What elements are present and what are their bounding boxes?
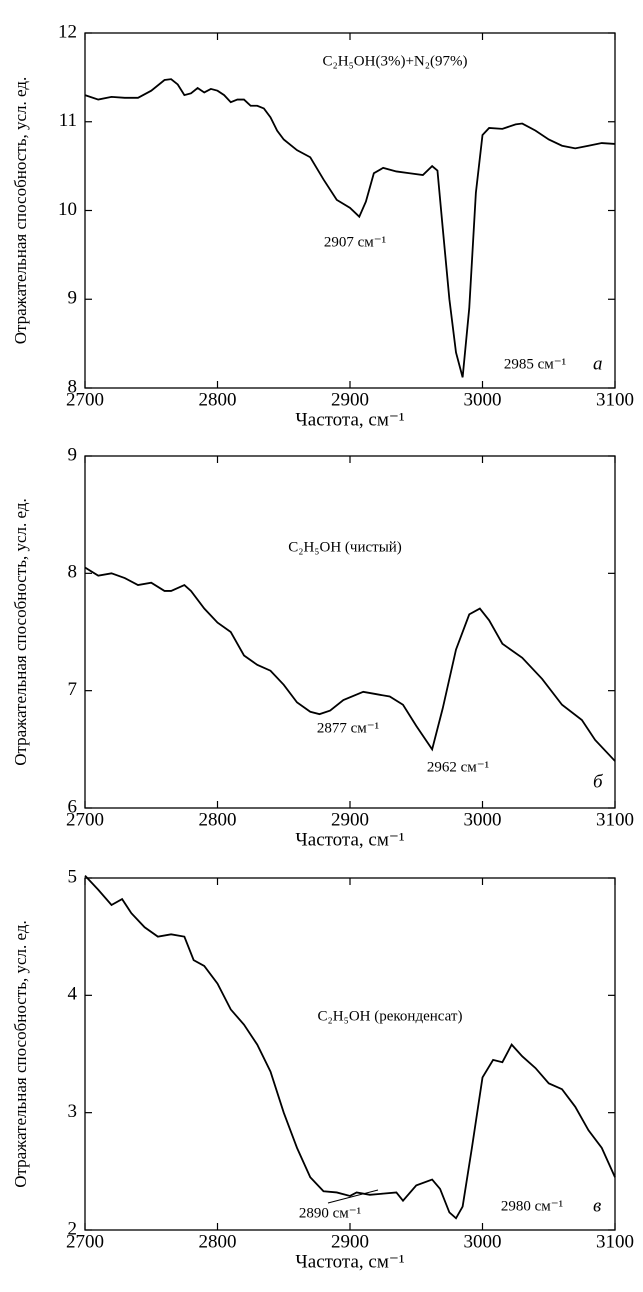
spectrum-line xyxy=(84,566,616,762)
y-tick-label: 6 xyxy=(68,796,78,817)
x-tick-label: 2900 xyxy=(331,389,369,410)
y-tick-label: 2 xyxy=(68,1218,78,1239)
x-tick-label: 2700 xyxy=(66,389,104,410)
annotation: 2985 см⁻¹ xyxy=(504,356,566,372)
x-tick-label: 3000 xyxy=(464,809,502,830)
y-tick-label: 8 xyxy=(68,562,78,583)
y-axis-label: Отражательная способность, усл. ед. xyxy=(11,920,30,1188)
y-tick-label: 5 xyxy=(68,866,78,887)
annotation: C₂H₅OH (чистый) xyxy=(288,539,402,555)
x-tick-label: 2800 xyxy=(199,1231,237,1252)
x-tick-label: 2800 xyxy=(199,809,237,830)
annotation: 2962 см⁻¹ xyxy=(427,759,489,775)
plot-frame xyxy=(84,455,616,809)
plot-frame xyxy=(84,32,616,389)
x-axis-label: Частота, см⁻¹ xyxy=(295,829,404,850)
x-tick-label: 3100 xyxy=(596,809,634,830)
annotation: 2877 см⁻¹ xyxy=(317,720,379,736)
annotation: C₂H₅OH(3%)+N₂(97%) xyxy=(323,53,468,69)
y-tick-label: 7 xyxy=(68,679,78,700)
x-tick-label: 2800 xyxy=(199,389,237,410)
y-tick-label: 8 xyxy=(68,376,78,397)
y-tick-label: 11 xyxy=(59,110,77,131)
annotation: 2890 см⁻¹ xyxy=(299,1205,361,1221)
panel-label: а xyxy=(593,353,603,374)
y-axis-label: Отражательная способность, усл. ед. xyxy=(11,77,30,345)
x-axis-label: Частота, см⁻¹ xyxy=(295,1251,404,1272)
x-tick-label: 3100 xyxy=(596,389,634,410)
x-tick-label: 2900 xyxy=(331,1231,369,1252)
x-tick-label: 2700 xyxy=(66,1231,104,1252)
x-tick-label: 3000 xyxy=(464,389,502,410)
annotation: 2907 см⁻¹ xyxy=(324,234,386,250)
x-tick-label: 2700 xyxy=(66,809,104,830)
panel-label: б xyxy=(593,771,604,792)
spectrum-line xyxy=(84,875,616,1220)
y-tick-label: 9 xyxy=(68,444,78,465)
y-tick-label: 9 xyxy=(68,288,78,309)
annotation: C₂H₅OH (реконденсат) xyxy=(318,1008,463,1024)
x-tick-label: 3000 xyxy=(464,1231,502,1252)
y-axis-label: Отражательная способность, усл. ед. xyxy=(11,498,30,766)
leader-line xyxy=(327,1189,379,1204)
x-tick-label: 3100 xyxy=(596,1231,634,1252)
spectrum-line xyxy=(84,78,616,378)
panel-label: в xyxy=(593,1195,601,1216)
y-tick-label: 12 xyxy=(58,21,77,42)
y-tick-label: 10 xyxy=(58,199,77,220)
annotation: 2980 см⁻¹ xyxy=(501,1198,563,1214)
y-tick-label: 3 xyxy=(68,1101,78,1122)
x-tick-label: 2900 xyxy=(331,809,369,830)
plot-frame xyxy=(84,877,616,1231)
x-axis-label: Частота, см⁻¹ xyxy=(295,409,404,430)
y-tick-label: 4 xyxy=(68,984,78,1005)
